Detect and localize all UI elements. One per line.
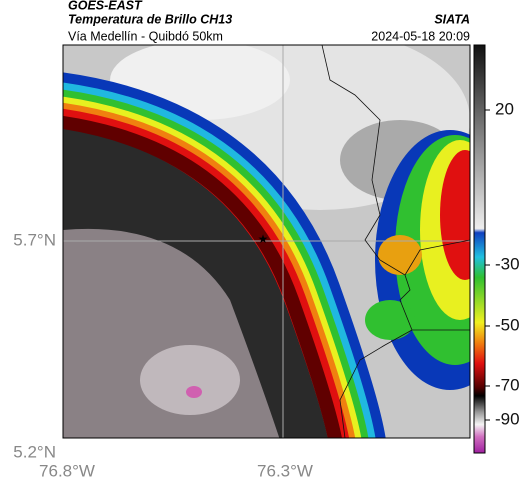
lat-label: 5.7°N [13, 230, 56, 249]
timestamp: 2024-05-18 20:09 [371, 29, 470, 43]
source: SIATA [434, 12, 470, 26]
east-cloud [365, 130, 470, 390]
colorbar-ticks: 20 -30 -50 -70 -90 [485, 99, 520, 428]
colorbar-tick-label: -30 [495, 254, 520, 273]
lon-label: 76.3°W [257, 461, 313, 480]
colorbar-tick-label: 20 [495, 99, 514, 118]
colorbar [473, 44, 486, 454]
svg-text:★: ★ [258, 232, 269, 246]
colorbar-tick-label: -90 [495, 409, 520, 428]
lon-label: 76.8°W [39, 461, 95, 480]
subtitle: Temperatura de Brillo CH13 [68, 12, 232, 26]
colorbar-tick-label: -50 [495, 315, 520, 334]
satellite-image: ★ [63, 45, 470, 438]
lat-label: 5.2°N [13, 442, 56, 461]
title: GOES-EAST [68, 0, 143, 12]
location: Vía Medellín - Quibdó 50km [68, 29, 223, 43]
colorbar-tick-label: -70 [495, 375, 520, 394]
